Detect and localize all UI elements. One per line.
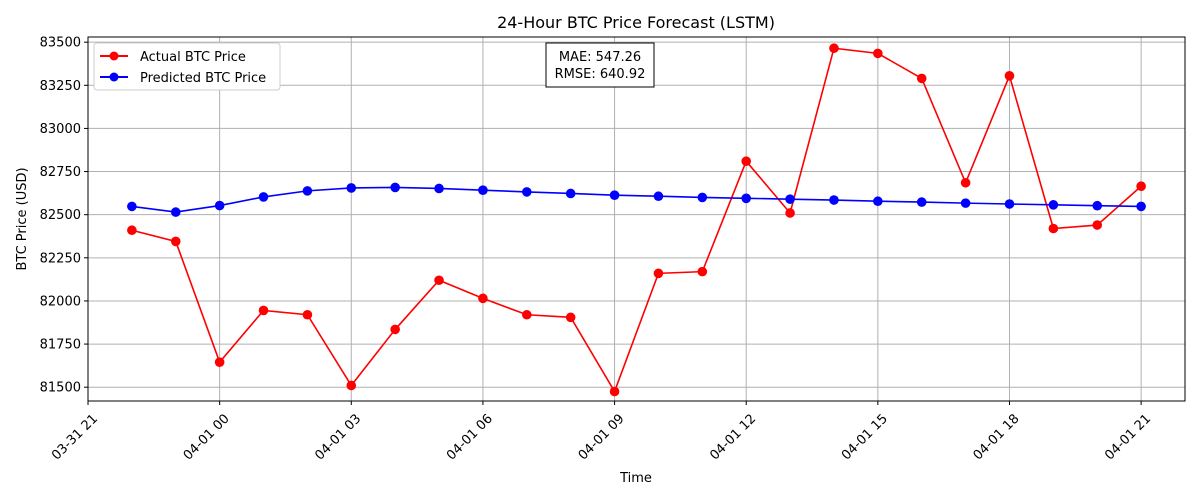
predicted-price-point — [785, 194, 795, 204]
predicted-price-point — [390, 182, 400, 193]
chart-title: 24-Hour BTC Price Forecast (LSTM) — [497, 13, 775, 32]
y-tick-label: 81750 — [40, 338, 81, 353]
predicted-price-point — [697, 192, 708, 203]
predicted-price-point — [214, 200, 225, 211]
predicted-price-point — [346, 183, 357, 193]
actual-price-point — [1048, 223, 1059, 234]
rmse-text: RMSE: 640.92 — [555, 67, 646, 82]
predicted-price-point — [170, 207, 181, 217]
actual-price-point — [609, 386, 620, 397]
y-tick-label: 81500 — [40, 381, 81, 396]
actual-price-point — [1136, 181, 1146, 192]
actual-price-point — [478, 293, 488, 304]
predicted-price-point — [653, 191, 664, 202]
legend: Actual BTC Price Predicted BTC Price — [93, 42, 281, 91]
predicted-price-point — [873, 196, 883, 207]
x-axis-label: Time — [619, 471, 652, 486]
actual-price-point — [522, 309, 532, 320]
legend-actual-label: Actual BTC Price — [140, 50, 246, 65]
actual-price-point — [302, 309, 313, 320]
predicted-price-point — [741, 193, 751, 204]
y-tick-label: 83500 — [40, 36, 81, 51]
predicted-price-point — [434, 183, 444, 194]
y-axis-label: BTC Price (USD) — [15, 167, 30, 270]
actual-price-point — [170, 236, 181, 247]
y-tick-label: 83250 — [40, 79, 81, 94]
predicted-price-point — [565, 188, 576, 199]
actual-price-point — [697, 266, 708, 277]
predicted-price-line — [131, 186, 1142, 213]
actual-price-point — [653, 268, 664, 279]
actual-price-point — [873, 48, 883, 59]
metrics-box — [545, 42, 655, 88]
actual-price-point — [390, 324, 400, 335]
actual-price-point — [916, 73, 927, 84]
plot-frame — [87, 36, 1186, 402]
predicted-price-point — [1048, 200, 1059, 210]
predicted-price-point — [1136, 201, 1146, 212]
actual-price-point — [829, 43, 839, 54]
actual-price-point — [214, 357, 225, 367]
predicted-price-point — [829, 195, 839, 205]
predicted-price-point — [302, 186, 313, 196]
y-tick-label: 82750 — [40, 165, 81, 180]
y-tick-label: 82000 — [40, 294, 81, 309]
predicted-price-point — [960, 198, 971, 208]
legend-actual-marker — [109, 51, 119, 61]
y-tick-label: 82500 — [40, 208, 81, 223]
predicted-price-point — [1092, 200, 1103, 211]
predicted-price-point — [609, 190, 620, 200]
y-tick-label: 83000 — [40, 122, 81, 137]
actual-price-line — [131, 47, 1142, 394]
series-layer — [127, 43, 1146, 397]
actual-price-point — [1092, 220, 1103, 230]
predicted-price-point — [258, 192, 269, 202]
actual-price-point — [565, 312, 576, 323]
legend-predicted-marker — [109, 72, 119, 82]
actual-price-point — [258, 305, 269, 316]
y-axis: 81500 81750 82000 82250 82500 82750 83000 83250… — [40, 36, 88, 396]
actual-price-point — [346, 380, 357, 391]
predicted-price-point — [478, 185, 488, 195]
actual-price-point — [785, 208, 795, 218]
predicted-price-point — [127, 201, 137, 212]
actual-price-point — [741, 156, 751, 167]
metrics-annotation: MAE: 547.26 RMSE: 640.92 — [545, 42, 655, 88]
mae-text: MAE: 547.26 — [559, 50, 641, 65]
actual-price-point — [127, 225, 137, 236]
actual-price-point — [434, 275, 444, 286]
legend-predicted-label: Predicted BTC Price — [140, 71, 266, 86]
actual-price-point — [960, 177, 971, 188]
predicted-price-point — [522, 187, 532, 197]
predicted-price-point — [1004, 199, 1015, 209]
legend-box — [93, 42, 281, 91]
y-tick-label: 82250 — [40, 251, 81, 266]
predicted-price-point — [916, 197, 927, 207]
actual-price-point — [1004, 71, 1015, 81]
